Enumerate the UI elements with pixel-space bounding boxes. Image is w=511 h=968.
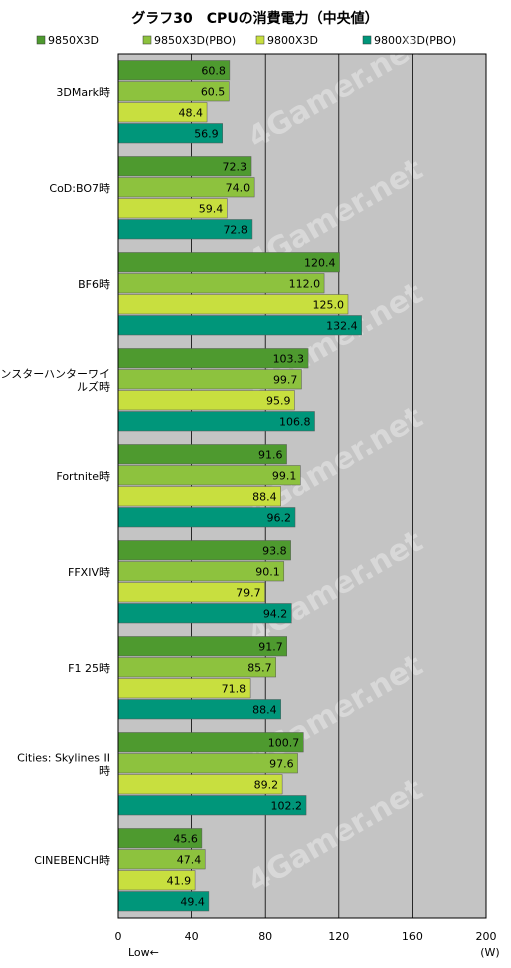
chart-title: グラフ30 CPUの消費電力（中央値） (131, 10, 378, 27)
bar-value-label: 59.4 (199, 202, 224, 215)
plot-area (118, 54, 486, 918)
legend: 9850X3D 9850X3D(PBO) 9800X3D 9800X3D(PBO) (36, 34, 456, 47)
bar-value-label: 89.2 (254, 778, 279, 791)
bar-value-label: 99.7 (273, 373, 298, 386)
legend-swatch (142, 35, 152, 45)
plot-frame (117, 53, 487, 919)
bar-value-label: 47.4 (177, 853, 202, 866)
bar-value-label: 112.0 (289, 277, 321, 290)
bar-value-label: 96.2 (267, 511, 292, 524)
bar-value-label: 74.0 (226, 181, 251, 194)
legend-label: 9850X3D(PBO) (154, 34, 236, 47)
bar-value-label: 120.4 (304, 256, 336, 269)
bar-value-label: 93.8 (262, 544, 287, 557)
bar-value-label: 71.8 (222, 682, 247, 695)
x-axis-ticks: 0 40 80 120 160 200 (115, 930, 497, 943)
bar-value-label: 125.0 (313, 298, 345, 311)
category-label: ルズ時 (77, 380, 110, 394)
bar-value-label: 48.4 (179, 106, 204, 119)
bar-value-label: 99.1 (272, 469, 297, 482)
category-label: Fortnite時 (56, 470, 110, 483)
bar (117, 315, 362, 336)
bar-value-label: 56.9 (194, 127, 219, 140)
x-axis-unit: (W) (480, 946, 499, 959)
grid-lines (191, 54, 413, 918)
bar-value-label: 88.4 (252, 703, 277, 716)
bar-value-label: 100.7 (268, 736, 300, 749)
bar-value-label: 132.4 (326, 319, 358, 332)
bar-value-label: 85.7 (247, 661, 272, 674)
direction-note: Low← (128, 946, 159, 959)
x-tick-label: 80 (258, 930, 272, 943)
bar-value-label: 60.5 (201, 85, 226, 98)
bar-value-label: 60.8 (201, 64, 226, 77)
bar-value-label: 91.6 (258, 448, 283, 461)
category-label: 3DMark時 (56, 86, 110, 99)
x-tick-label: 120 (328, 930, 349, 943)
legend-swatch (36, 35, 46, 45)
bar-value-label: 90.1 (255, 565, 280, 578)
bar-value-label: 95.9 (266, 394, 291, 407)
x-tick-label: 40 (185, 930, 199, 943)
category-label: CoD:BO7時 (49, 182, 110, 195)
bar-value-label: 72.3 (223, 160, 248, 173)
bar-value-label: 49.4 (180, 895, 205, 908)
x-tick-label: 200 (476, 930, 497, 943)
legend-swatch (362, 35, 372, 45)
x-tick-label: 0 (115, 930, 122, 943)
bar-value-label: 97.6 (269, 757, 294, 770)
category-label: F1 25時 (68, 662, 110, 675)
bar-value-label: 88.4 (252, 490, 277, 503)
bar-value-label: 79.7 (236, 586, 261, 599)
bar-value-label: 103.3 (273, 352, 305, 365)
legend-label: 9800X3D (267, 34, 318, 47)
bar-value-label: 41.9 (167, 874, 192, 887)
bar-value-label: 91.7 (258, 640, 283, 653)
bar-value-label: 106.8 (279, 415, 311, 428)
bar-value-label: 94.2 (263, 607, 288, 620)
category-label: CINEBENCH時 (34, 854, 110, 867)
category-label: BF6時 (78, 278, 110, 291)
x-tick-label: 160 (402, 930, 423, 943)
category-label: モンスターハンターワイ (0, 368, 110, 381)
bar-value-label: 72.8 (223, 223, 248, 236)
category-label: FFXIV時 (68, 566, 110, 579)
category-label: 時 (99, 765, 110, 778)
legend-label: 9800X3D(PBO) (374, 34, 456, 47)
category-label: Cities: Skylines II (17, 752, 110, 765)
legend-swatch (255, 35, 265, 45)
bar-value-label: 102.2 (271, 799, 303, 812)
bar-value-label: 45.6 (173, 832, 198, 845)
bars: 60.8 60.5 48.4 56.9 72.3 74.059.4 72.8 120.4 112… (117, 60, 362, 912)
legend-label: 9850X3D (48, 34, 99, 47)
